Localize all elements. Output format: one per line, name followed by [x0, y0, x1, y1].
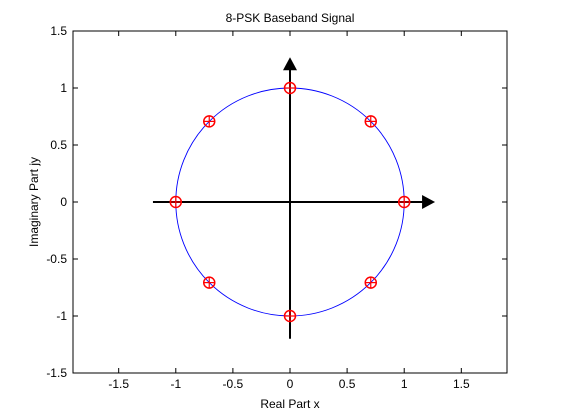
x-tick-label: 1.5 [453, 377, 470, 391]
real-axis-arrowhead [422, 195, 436, 209]
x-tick-label: 0.5 [339, 377, 356, 391]
x-tick-label: -1 [170, 377, 181, 391]
y-tick-label: -1.5 [46, 366, 67, 380]
y-axis-label: Imaginary Part jy [27, 157, 41, 247]
y-tick-label: 0 [60, 195, 67, 209]
y-tick-label: -0.5 [46, 252, 67, 266]
y-tick-label: -1 [56, 309, 67, 323]
y-tick-label: 0.5 [50, 138, 67, 152]
x-tick-label: 1 [401, 377, 408, 391]
constellation-point [169, 195, 183, 209]
x-tick-label: 0 [287, 377, 294, 391]
y-tick-label: 1 [60, 81, 67, 95]
x-axis-label: Real Part x [260, 397, 319, 411]
chart-title: 8-PSK Baseband Signal [226, 11, 355, 25]
constellation-point [397, 195, 411, 209]
x-tick-label: -1.5 [108, 377, 129, 391]
constellation-point [202, 276, 216, 289]
y-tick-label: 1.5 [50, 24, 67, 38]
constellation-point [364, 115, 378, 128]
constellation-point [202, 115, 216, 128]
x-tick-label: -0.5 [223, 377, 244, 391]
constellation-point [283, 309, 297, 323]
constellation-point [364, 276, 378, 289]
imaginary-axis-arrowhead [283, 57, 297, 71]
constellation-point [283, 81, 297, 95]
